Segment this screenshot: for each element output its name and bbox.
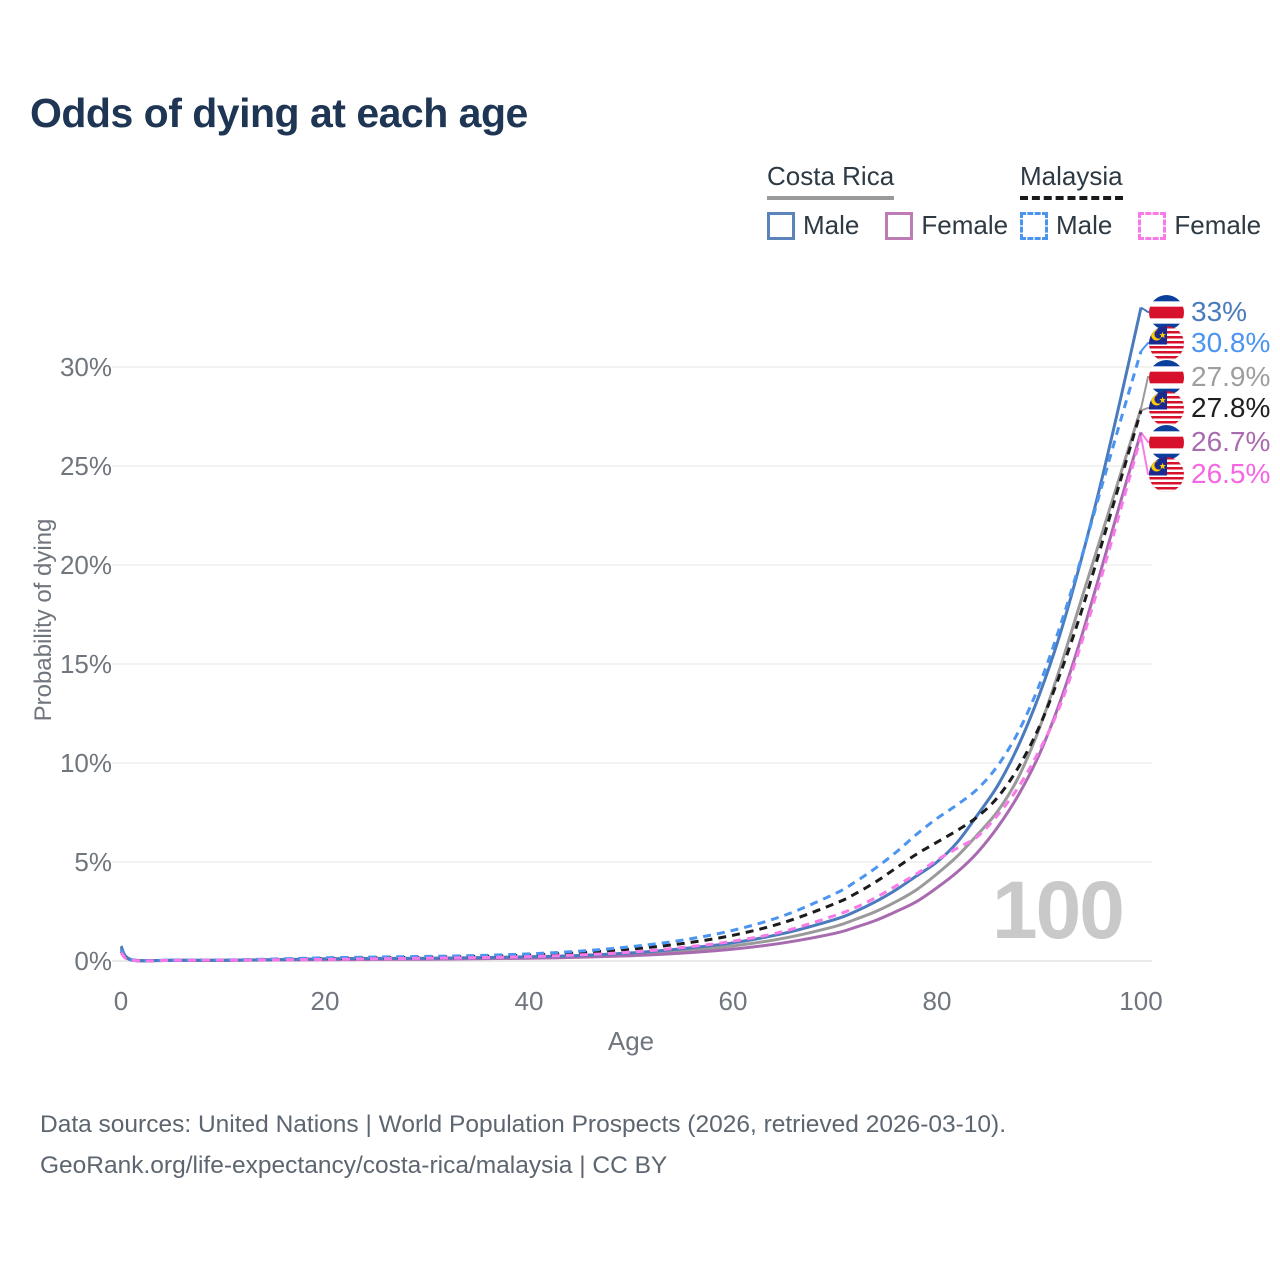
- x-tick-label: 20: [310, 986, 340, 1016]
- legend-label-malaysia-male: Male: [1056, 210, 1113, 240]
- series-line-costa-rica-female: [119, 431, 1143, 963]
- series-line-malaysia-male: [119, 350, 1143, 963]
- legend-label-malaysia-female: Female: [1174, 210, 1262, 240]
- malaysia-flag-icon: [1149, 457, 1184, 492]
- end-label-row: 26.7%: [1149, 424, 1270, 460]
- legend-group-title-costa-rica: Costa Rica: [767, 161, 895, 200]
- legend-group-title-malaysia: Malaysia: [1020, 161, 1123, 200]
- series-line-costa-rica-male: [119, 307, 1143, 963]
- x-tick-label: 100: [1119, 986, 1163, 1016]
- y-tick-label: 0%: [74, 946, 112, 976]
- age-watermark: 100: [992, 865, 1125, 956]
- y-tick-label: 30%: [59, 352, 112, 382]
- end-label-row: 33%: [1149, 294, 1247, 330]
- x-axis-title: Age: [607, 1026, 655, 1056]
- y-tick-label: 10%: [59, 748, 112, 778]
- x-tick-label: 0: [113, 986, 129, 1016]
- legend-item-malaysia-female[interactable]: Female: [1138, 210, 1261, 241]
- x-tick-label: 60: [718, 986, 748, 1016]
- legend-swatch-malaysia-male: [1020, 211, 1048, 240]
- legend-label-costa-rica-female: Female: [921, 210, 1009, 240]
- y-axis-title: Probability of dying: [30, 518, 57, 722]
- legend-swatch-malaysia-female: [1138, 211, 1167, 240]
- end-label-value: 26.5%: [1191, 458, 1271, 489]
- legend-item-costa-rica-female[interactable]: Female: [885, 210, 1008, 241]
- legend-item-malaysia-male[interactable]: Male: [1020, 210, 1112, 241]
- y-tick-label: 25%: [59, 451, 112, 481]
- footer-attribution-line: GeoRank.org/life-expectancy/costa-rica/m…: [40, 1152, 668, 1179]
- end-label-value: 27.8%: [1191, 392, 1271, 423]
- y-tick-label: 15%: [59, 649, 112, 679]
- end-label-value: 26.7%: [1191, 426, 1271, 457]
- malaysia-flag-icon: [1149, 391, 1184, 426]
- legend-label-costa-rica-male: Male: [803, 210, 860, 240]
- footer: Data sources: United Nations | World Pop…: [40, 1104, 1006, 1186]
- end-label-value: 27.9%: [1191, 361, 1271, 392]
- malaysia-flag-icon: [1149, 326, 1184, 361]
- x-tick-label: 80: [922, 986, 952, 1016]
- end-label-value: 30.8%: [1191, 327, 1271, 358]
- legend-swatch-costa-rica-female: [885, 211, 914, 240]
- series-line-costa-rica-both-sexes: [119, 408, 1143, 963]
- series-line-malaysia-both-sexes: [119, 410, 1143, 963]
- y-tick-label: 20%: [59, 550, 112, 580]
- end-label-value: 33%: [1191, 296, 1248, 327]
- x-tick-label: 40: [514, 986, 544, 1016]
- legend-group-malaysia: Malaysia Male Female: [1020, 161, 1261, 241]
- legend-group-costa-rica: Costa Rica Male Female: [767, 161, 1008, 241]
- page-title: Odds of dying at each age: [30, 90, 528, 136]
- legend-item-costa-rica-male[interactable]: Male: [767, 210, 859, 241]
- legend-swatch-costa-rica-male: [767, 211, 795, 240]
- end-label-row: 27.9%: [1149, 359, 1270, 395]
- end-label-row: 30.8%: [1149, 325, 1270, 361]
- end-label-row: 27.8%: [1149, 390, 1270, 426]
- series-line-malaysia-female: [119, 435, 1143, 963]
- y-tick-label: 5%: [74, 847, 112, 877]
- end-label-row: 26.5%: [1149, 456, 1270, 492]
- footer-source-line: Data sources: United Nations | World Pop…: [40, 1111, 1007, 1138]
- costa-rica-flag-icon: [1149, 425, 1184, 460]
